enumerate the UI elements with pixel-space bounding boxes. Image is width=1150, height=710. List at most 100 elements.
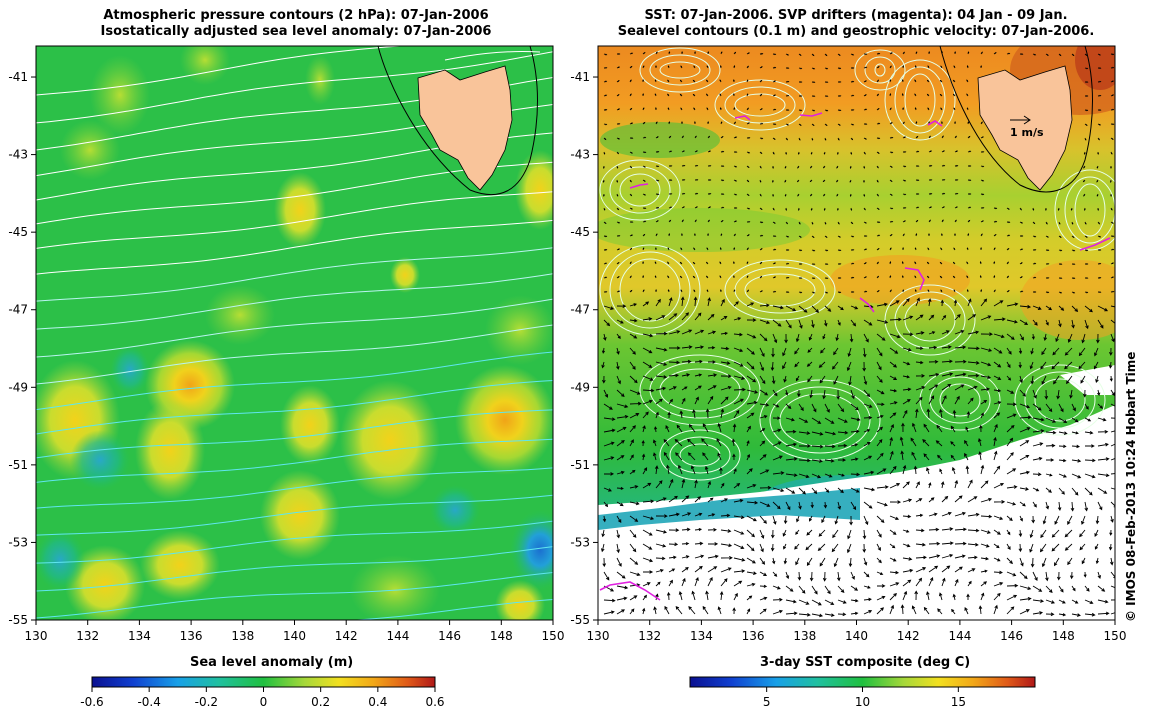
velocity-vector [746,165,750,169]
velocity-vector [941,150,945,153]
velocity-vector [759,389,769,396]
velocity-vector [876,151,880,154]
velocity-vector [831,543,839,553]
velocity-vector [928,359,939,364]
velocity-vector [915,314,924,321]
right-lon-tick-label: 150 [1104,629,1127,643]
velocity-vector [746,400,758,405]
velocity-vector [655,206,660,209]
velocity-vector [1019,609,1030,615]
velocity-vector [850,487,860,493]
velocity-vector [720,567,732,573]
velocity-vector [927,107,930,111]
velocity-vector [681,566,689,573]
velocity-vector [993,333,1005,339]
velocity-vector [1051,529,1060,538]
velocity-vector [734,207,738,209]
velocity-vector [954,314,961,321]
velocity-vector [772,515,777,525]
velocity-vector [668,542,679,547]
pressure-contour-line [36,409,553,459]
velocity-vector [1067,333,1073,343]
velocity-vector [941,359,953,364]
velocity-vector [707,497,714,503]
velocity-vector [928,179,933,181]
velocity-vector [720,498,728,503]
velocity-vector [941,164,946,167]
velocity-vector [863,151,866,155]
left-lon-tick-label: 132 [76,629,99,643]
velocity-vector [642,375,654,381]
sealevel-contour [1064,176,1115,244]
velocity-vector [978,451,982,461]
left-lon-tick-label: 144 [386,629,409,643]
velocity-vector [1097,442,1109,447]
velocity-vector [819,557,826,567]
velocity-vector [692,93,696,97]
velocity-vector [837,612,847,617]
velocity-vector [720,316,728,321]
velocity-vector [681,345,693,349]
velocity-vector [876,122,881,125]
velocity-vector [1070,501,1075,512]
velocity-vector [967,542,979,547]
velocity-vector [1019,389,1027,397]
velocity-vector [1110,137,1114,140]
velocity-vector [693,65,696,69]
velocity-vector [642,425,646,433]
velocity-vector [642,220,647,223]
velocity-vector [850,94,855,97]
velocity-vector [889,233,893,237]
velocity-vector [811,305,820,313]
velocity-vector [889,423,894,433]
velocity-vector [746,375,757,383]
velocity-vector [1019,262,1023,265]
velocity-vector [603,151,606,155]
velocity-vector [1032,429,1045,433]
velocity-vector [889,261,892,265]
velocity-vector [681,555,690,559]
left-title-line2: Isostatically adjusted sea level anomaly… [100,24,492,39]
velocity-vector [1110,585,1115,589]
left-lon-tick-label: 146 [438,629,461,643]
velocity-vector [863,610,873,615]
velocity-vector [772,501,781,510]
velocity-vector [798,221,801,225]
velocity-vector [1110,473,1115,475]
velocity-vector [665,425,670,433]
velocity-vector [603,598,616,603]
velocity-vector [1110,612,1115,615]
velocity-vector [863,571,870,578]
velocity-vector [629,401,642,406]
velocity-vector [915,577,923,587]
velocity-vector [902,543,911,548]
velocity-vector [616,403,629,408]
velocity-vector [863,319,873,326]
velocity-vector [759,122,764,125]
velocity-vector [846,543,852,554]
velocity-vector [822,165,826,169]
velocity-vector [824,599,835,605]
velocity-vector [655,165,660,168]
velocity-vector [824,487,830,493]
velocity-vector [681,179,686,181]
velocity-vector [1045,305,1053,311]
velocity-vector [1058,249,1063,252]
velocity-vector [1045,473,1053,477]
velocity-vector [681,232,683,237]
velocity-vector [1071,305,1079,313]
velocity-vector [915,135,919,139]
velocity-vector [850,221,854,225]
velocity-vector [1019,304,1032,309]
velocity-vector [642,499,655,504]
velocity-vector [1110,53,1115,56]
velocity-vector [850,599,859,603]
velocity-vector [876,107,880,111]
velocity-vector [707,121,710,125]
velocity-vector [1019,53,1024,56]
velocity-scale-label: 1 m/s [1010,126,1044,139]
velocity-vector [889,179,893,183]
velocity-vector [629,557,639,565]
velocity-vector [1084,67,1089,70]
velocity-vector [603,108,608,111]
